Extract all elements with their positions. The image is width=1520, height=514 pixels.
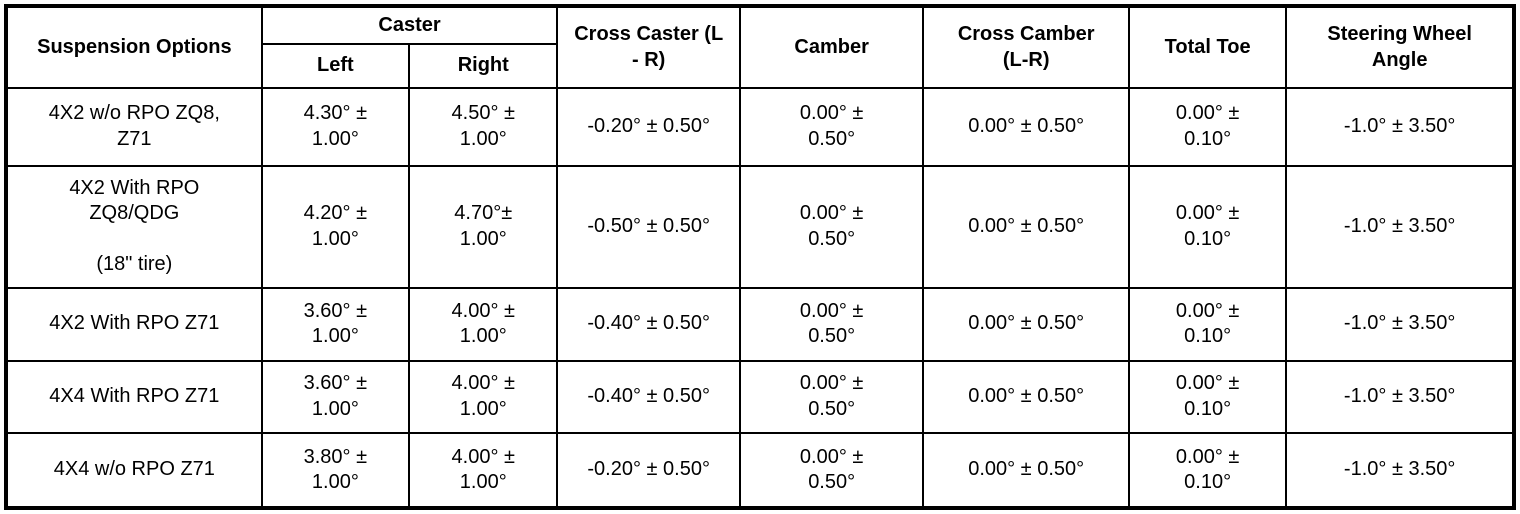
cell-camber: 0.00° ± 0.50° — [738, 87, 925, 167]
column-header-caster-group: Caster — [260, 5, 559, 45]
column-header-suspension-options: Suspension Options — [5, 5, 263, 89]
cell-cross-camber: 0.00° ± 0.50° — [922, 286, 1130, 362]
table-body: 4X2 w/o RPO ZQ8, Z71 4.30° ± 1.00° 4.50°… — [5, 87, 1515, 509]
cell-caster-left: 3.80° ± 1.00° — [260, 432, 411, 509]
column-header-steering-wheel-angle: Steering Wheel Angle — [1285, 5, 1515, 89]
table-row: 4X2 With RPO Z71 3.60° ± 1.00° 4.00° ± 1… — [5, 286, 1515, 362]
column-header-cross-caster: Cross Caster (L - R) — [556, 5, 741, 89]
cell-cross-caster: -0.20° ± 0.50° — [556, 87, 741, 167]
header-row-top: Suspension Options Caster Cross Caster (… — [5, 5, 1515, 89]
cell-cross-camber: 0.00° ± 0.50° — [922, 164, 1130, 289]
cell-cross-caster: -0.40° ± 0.50° — [556, 359, 741, 435]
cell-caster-right: 4.50° ± 1.00° — [408, 87, 559, 167]
cell-suspension-option: 4X4 With RPO Z71 — [5, 359, 263, 435]
cell-camber: 0.00° ± 0.50° — [738, 432, 925, 509]
cell-cross-caster: -0.50° ± 0.50° — [556, 164, 741, 289]
cell-cross-camber: 0.00° ± 0.50° — [922, 432, 1130, 509]
cell-total-toe: 0.00° ± 0.10° — [1127, 164, 1288, 289]
cell-caster-right: 4.00° ± 1.00° — [408, 286, 559, 362]
cell-total-toe: 0.00° ± 0.10° — [1127, 286, 1288, 362]
cell-suspension-option: 4X2 w/o RPO ZQ8, Z71 — [5, 87, 263, 167]
cell-caster-right: 4.00° ± 1.00° — [408, 359, 559, 435]
cell-caster-left: 4.20° ± 1.00° — [260, 164, 411, 289]
cell-camber: 0.00° ± 0.50° — [738, 164, 925, 289]
cell-caster-right: 4.00° ± 1.00° — [408, 432, 559, 509]
cell-cross-caster: -0.40° ± 0.50° — [556, 286, 741, 362]
cell-cross-caster: -0.20° ± 0.50° — [556, 432, 741, 509]
column-header-caster-right: Right — [408, 43, 559, 89]
column-header-camber: Camber — [738, 5, 925, 89]
cell-camber: 0.00° ± 0.50° — [738, 286, 925, 362]
cell-steering-wheel-angle: -1.0° ± 3.50° — [1285, 87, 1515, 167]
cell-steering-wheel-angle: -1.0° ± 3.50° — [1285, 359, 1515, 435]
cell-steering-wheel-angle: -1.0° ± 3.50° — [1285, 286, 1515, 362]
cell-camber: 0.00° ± 0.50° — [738, 359, 925, 435]
table-row: 4X2 w/o RPO ZQ8, Z71 4.30° ± 1.00° 4.50°… — [5, 87, 1515, 167]
table-header: Suspension Options Caster Cross Caster (… — [5, 5, 1515, 89]
column-header-cross-camber: Cross Camber (L-R) — [922, 5, 1130, 89]
column-header-caster-left: Left — [260, 43, 411, 89]
suspension-alignment-spec-table: Suspension Options Caster Cross Caster (… — [4, 4, 1516, 510]
cell-cross-camber: 0.00° ± 0.50° — [922, 359, 1130, 435]
cell-total-toe: 0.00° ± 0.10° — [1127, 87, 1288, 167]
cell-caster-left: 3.60° ± 1.00° — [260, 359, 411, 435]
cell-total-toe: 0.00° ± 0.10° — [1127, 432, 1288, 509]
table-row: 4X2 With RPO ZQ8/QDG (18" tire) 4.20° ± … — [5, 164, 1515, 289]
cell-caster-left: 3.60° ± 1.00° — [260, 286, 411, 362]
cell-caster-left: 4.30° ± 1.00° — [260, 87, 411, 167]
header-row-sub: Left Right — [6, 43, 1514, 89]
table-row: 4X4 With RPO Z71 3.60° ± 1.00° 4.00° ± 1… — [5, 359, 1515, 435]
cell-steering-wheel-angle: -1.0° ± 3.50° — [1285, 432, 1515, 509]
table-row: 4X4 w/o RPO Z71 3.80° ± 1.00° 4.00° ± 1.… — [5, 432, 1515, 509]
cell-suspension-option: 4X4 w/o RPO Z71 — [5, 432, 263, 509]
cell-caster-right: 4.70°± 1.00° — [408, 164, 559, 289]
cell-cross-camber: 0.00° ± 0.50° — [922, 87, 1130, 167]
cell-suspension-option: 4X2 With RPO ZQ8/QDG (18" tire) — [5, 164, 263, 289]
cell-steering-wheel-angle: -1.0° ± 3.50° — [1285, 164, 1515, 289]
cell-total-toe: 0.00° ± 0.10° — [1127, 359, 1288, 435]
column-header-total-toe: Total Toe — [1127, 5, 1288, 89]
cell-suspension-option: 4X2 With RPO Z71 — [5, 286, 263, 362]
